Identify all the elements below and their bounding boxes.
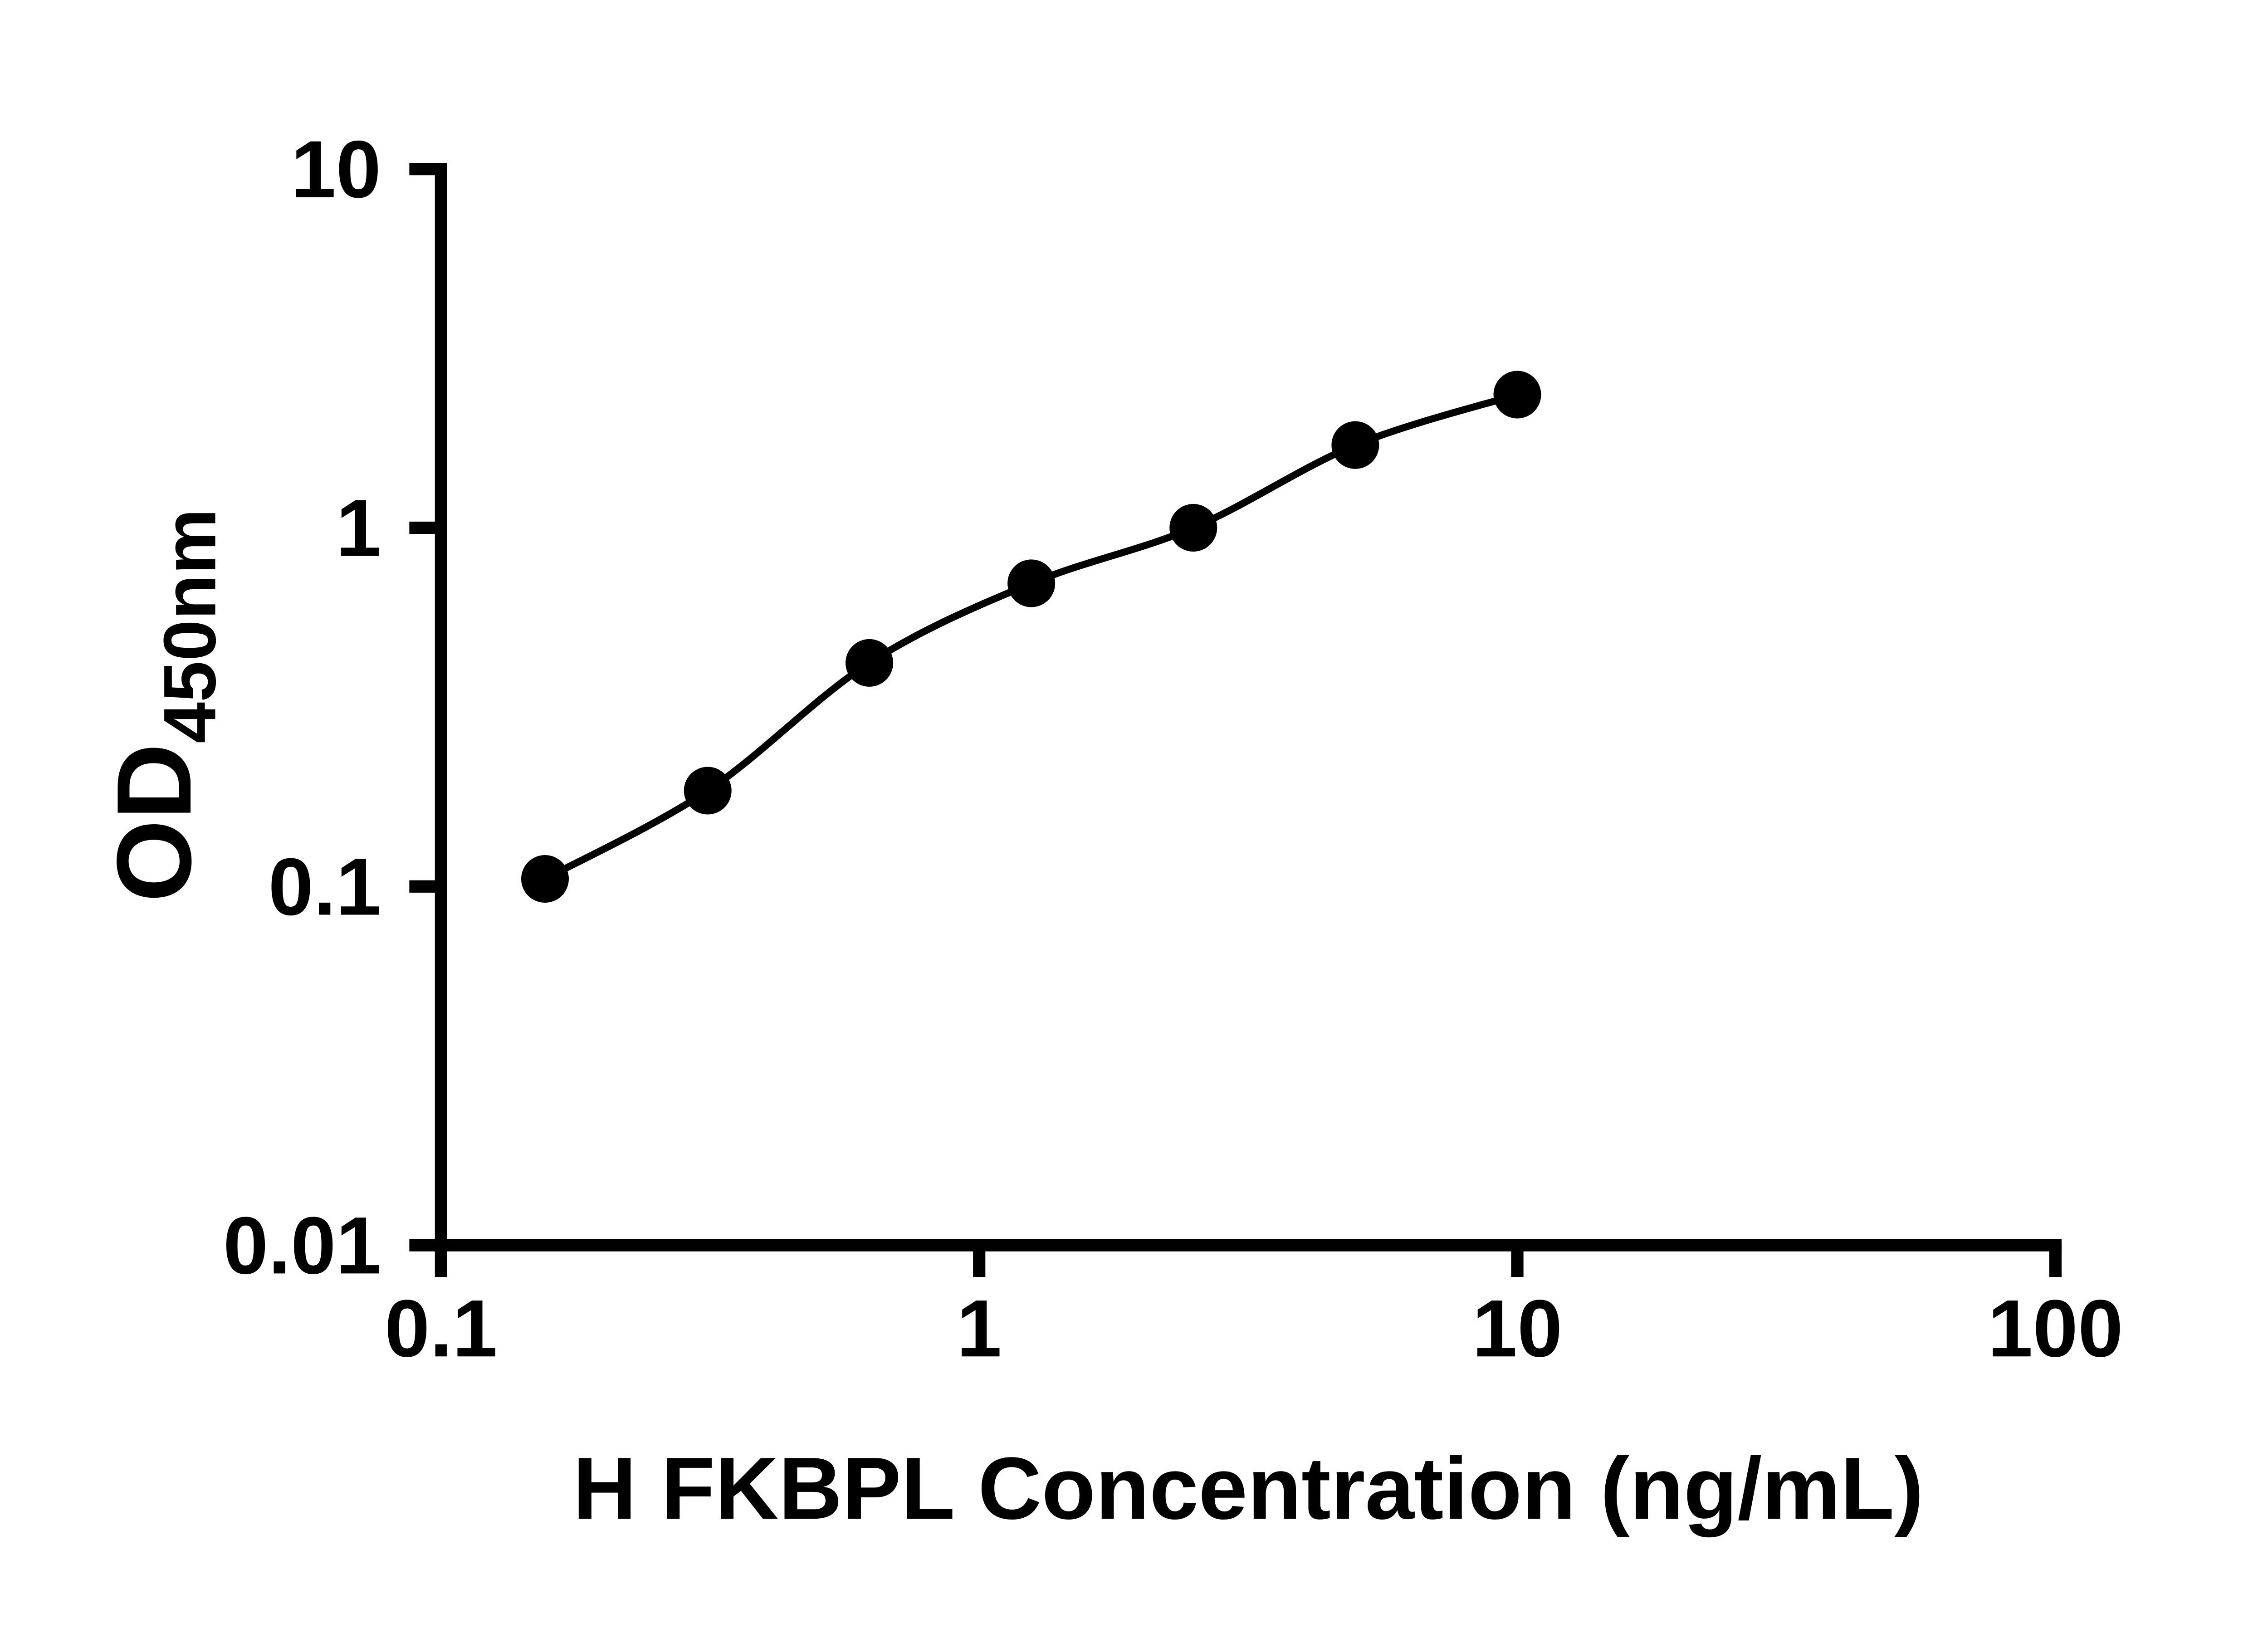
data-point [684, 767, 732, 815]
y-tick-label: 0.01 [223, 1200, 381, 1291]
x-tick-label: 100 [1988, 1283, 2123, 1374]
data-point [521, 855, 569, 903]
y-tick-label: 1 [336, 483, 381, 573]
x-tick-label: 1 [957, 1283, 1002, 1374]
data-point [1331, 421, 1379, 469]
y-axis-title-subscript: 450nm [148, 508, 231, 743]
data-point [1493, 371, 1541, 419]
data-point [1169, 504, 1217, 552]
x-tick-label: 0.1 [385, 1283, 498, 1374]
x-axis-title: H FKBPL Concentration (ng/mL) [573, 1439, 1924, 1538]
y-tick-label: 10 [291, 124, 381, 215]
x-tick-label: 10 [1472, 1283, 1563, 1374]
data-point [846, 639, 894, 687]
y-axis-title-main: OD [95, 743, 213, 902]
y-tick-label: 0.1 [268, 841, 381, 932]
data-point [1007, 559, 1056, 607]
y-axis-title: OD450nm [95, 508, 231, 902]
